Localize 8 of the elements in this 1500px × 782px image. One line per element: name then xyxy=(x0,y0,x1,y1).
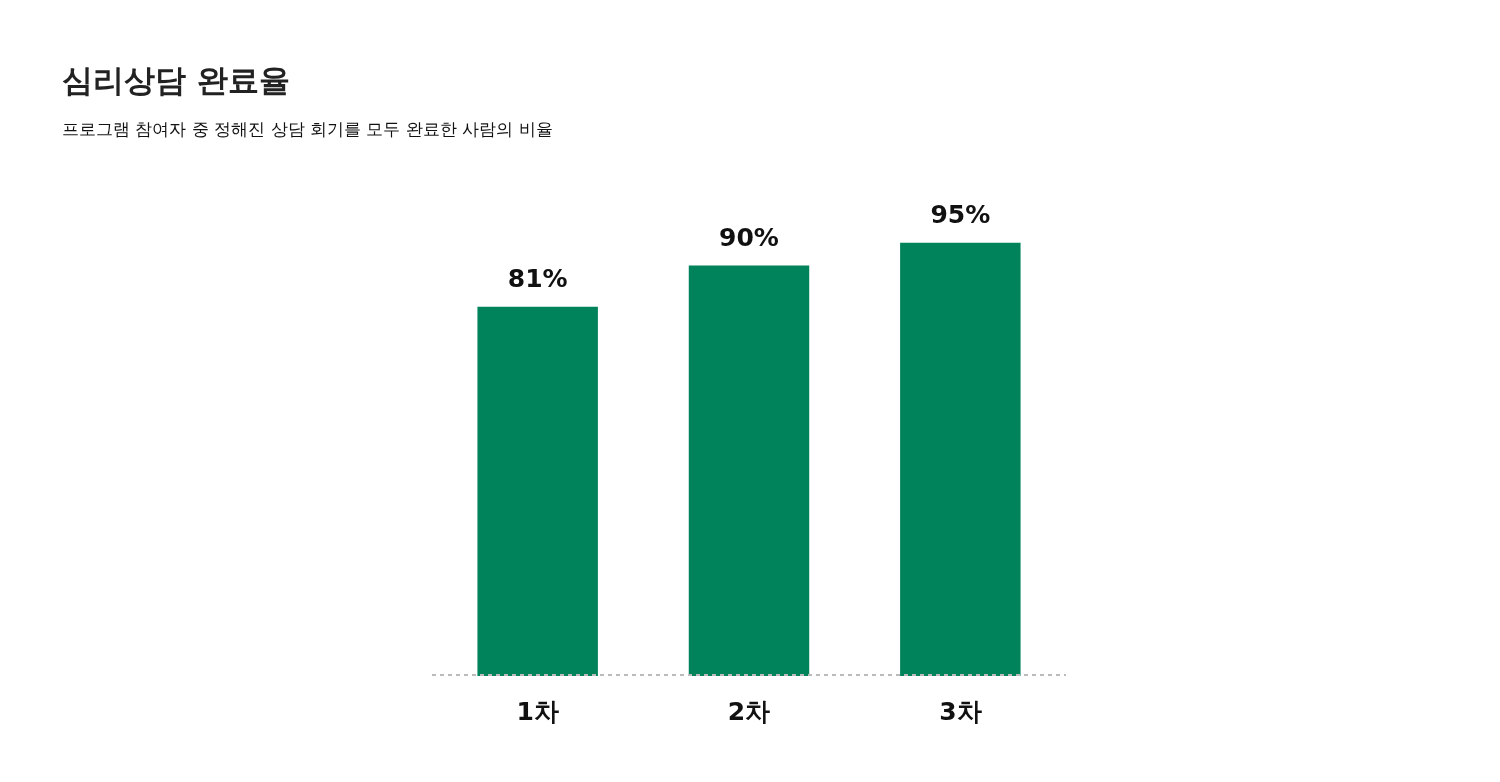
text: 심리상담 완료율 xyxy=(62,61,290,100)
data-label: 90% xyxy=(719,222,779,252)
x-tick-label: 2차 xyxy=(727,696,771,726)
chart-subtitle: 프로그램 참여자 중 정해진 상담 회기를 모두 완료한 사람의 비율 xyxy=(62,118,553,141)
x-tick-label: 3차 xyxy=(939,696,982,726)
data-label: 81% xyxy=(507,263,568,293)
data-label: 95% xyxy=(930,199,991,229)
x-tick-label: 1차 xyxy=(516,696,559,726)
